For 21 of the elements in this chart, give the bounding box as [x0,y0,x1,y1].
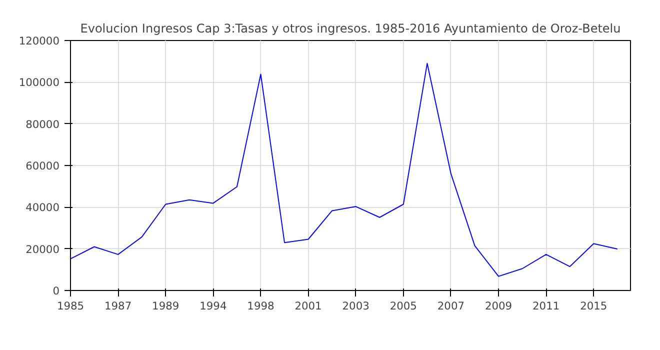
x-tick-label: 1994 [200,300,227,312]
y-tick-label: 100000 [18,76,60,90]
x-tick-label: 1989 [152,300,180,312]
x-tick-label: 1985 [56,300,84,312]
x-tick-label: 1987 [104,300,132,312]
chart-title: Evolucion Ingresos Cap 3:Tasas y otros ingresos. 1985-2016 Ayuntamiento de Oroz-Betelu [80,22,621,36]
x-tick-label: 1998 [247,300,275,312]
y-tick-label: 60000 [26,160,60,172]
x-tick-label: 2007 [437,300,465,312]
x-tick-label: 2005 [390,300,417,312]
y-tick-label: 120000 [18,34,60,48]
x-tick-label: 2009 [484,300,512,312]
y-tick-label: 80000 [26,118,60,131]
x-tick-label: 2011 [532,300,560,312]
line-series [70,62,618,277]
y-tick-label: 40000 [26,201,60,214]
x-tick-label: 2001 [294,300,322,312]
y-tick-label: 20000 [26,242,60,256]
x-tick-label: 2003 [342,300,370,312]
x-tick-label: 2015 [580,300,608,312]
y-tick-label: 0 [52,284,60,298]
